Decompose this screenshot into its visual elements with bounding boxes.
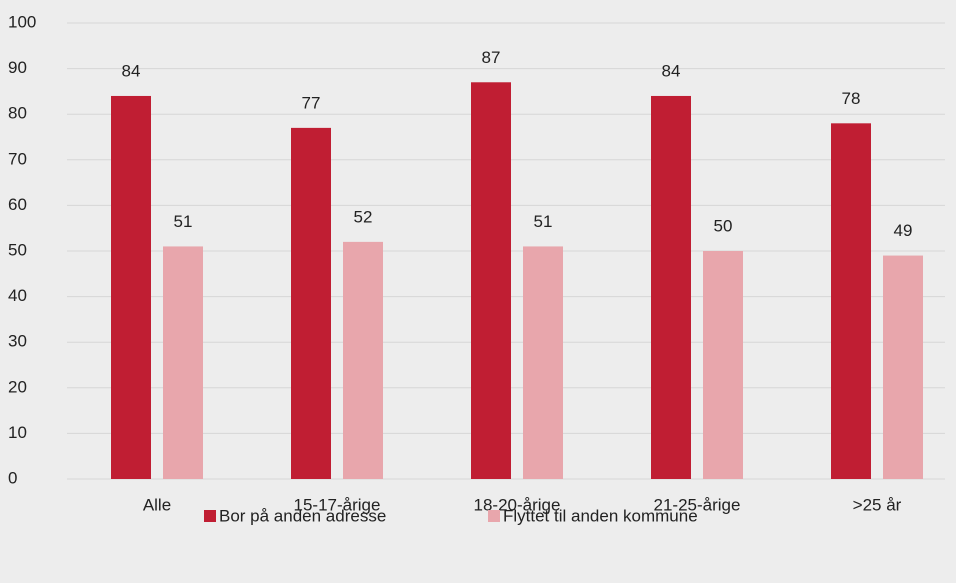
data-label: 52 bbox=[354, 207, 373, 226]
y-tick-label: 10 bbox=[8, 423, 27, 442]
y-tick-label: 20 bbox=[8, 377, 27, 396]
data-label: 84 bbox=[122, 61, 141, 80]
legend-swatch bbox=[488, 510, 500, 522]
bar bbox=[523, 246, 563, 479]
legend-label: Flyttet til anden kommune bbox=[503, 506, 698, 525]
data-label: 87 bbox=[482, 48, 501, 67]
bar bbox=[883, 255, 923, 479]
y-tick-label: 100 bbox=[8, 12, 36, 31]
data-label: 84 bbox=[662, 61, 681, 80]
y-tick-label: 70 bbox=[8, 149, 27, 168]
bar bbox=[703, 251, 743, 479]
y-tick-label: 60 bbox=[8, 195, 27, 214]
y-tick-label: 0 bbox=[8, 468, 17, 487]
bar bbox=[471, 82, 511, 479]
y-tick-label: 80 bbox=[8, 104, 27, 123]
bar bbox=[831, 123, 871, 479]
y-tick-label: 40 bbox=[8, 286, 27, 305]
data-label: 78 bbox=[842, 89, 861, 108]
bar bbox=[343, 241, 383, 479]
legend-swatch bbox=[204, 510, 216, 522]
data-label: 49 bbox=[894, 221, 913, 240]
bar bbox=[163, 246, 203, 479]
bar bbox=[111, 95, 151, 480]
legend-label: Bor på anden adresse bbox=[219, 506, 386, 525]
data-label: 50 bbox=[714, 216, 733, 235]
y-tick-label: 30 bbox=[8, 332, 27, 351]
bar bbox=[651, 95, 691, 480]
x-tick-label: 21-25-årige bbox=[654, 495, 741, 514]
data-label: 77 bbox=[302, 93, 321, 112]
bar bbox=[291, 127, 331, 479]
x-tick-label: 15-17-årige bbox=[294, 495, 381, 514]
y-tick-label: 50 bbox=[8, 240, 27, 259]
data-label: 51 bbox=[174, 212, 193, 231]
x-tick-label: Alle bbox=[143, 495, 171, 514]
data-label: 51 bbox=[534, 212, 553, 231]
x-tick-label: >25 år bbox=[853, 495, 902, 514]
y-tick-label: 90 bbox=[8, 58, 27, 77]
x-tick-label: 18-20-årige bbox=[474, 495, 561, 514]
